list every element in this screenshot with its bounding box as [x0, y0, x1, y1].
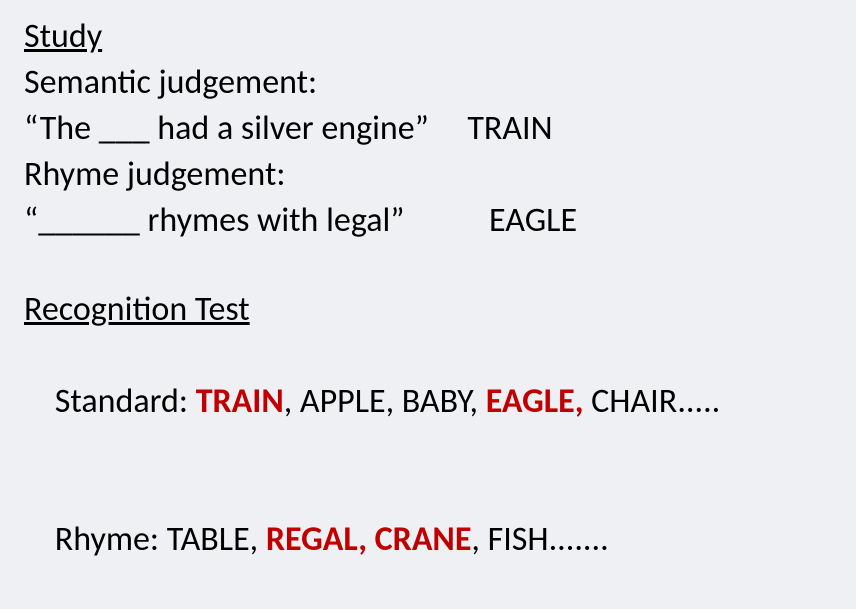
section-gap: [24, 243, 832, 287]
recognition-rhyme-line: Rhyme: TABLE, REGAL, CRANE, FISH.......: [24, 471, 832, 609]
list-item: CHAIR.....: [583, 381, 720, 422]
list-item: APPLE, BABY,: [300, 381, 486, 422]
recognition-rhyme-list: TABLE, REGAL, CRANE, FISH.......: [167, 519, 609, 560]
recognition-standard-line: Standard: TRAIN, APPLE, BABY, EAGLE, CHA…: [24, 333, 832, 471]
recognition-rhyme-label: Rhyme:: [55, 519, 167, 560]
rhyme-judgement-sentence: “______ rhymes with legal” EAGLE: [24, 198, 832, 244]
list-item: ,: [284, 381, 300, 422]
recognition-heading: Recognition Test: [24, 287, 832, 333]
list-item: EAGLE,: [486, 381, 584, 422]
list-item: , FISH.......: [471, 519, 608, 560]
semantic-judgement-sentence: “The ___ had a silver engine” TRAIN: [24, 106, 832, 152]
rhyme-judgement-label: Rhyme judgement:: [24, 152, 832, 198]
list-item: TRAIN: [196, 381, 284, 422]
page: Study Semantic judgement: “The ___ had a…: [0, 0, 856, 609]
recognition-standard-list: TRAIN, APPLE, BABY, EAGLE, CHAIR.....: [196, 381, 721, 422]
list-item: TABLE,: [167, 519, 266, 560]
study-heading: Study: [24, 14, 832, 60]
recognition-standard-label: Standard:: [55, 381, 196, 422]
list-item: REGAL, CRANE: [266, 519, 472, 560]
semantic-judgement-label: Semantic judgement:: [24, 60, 832, 106]
